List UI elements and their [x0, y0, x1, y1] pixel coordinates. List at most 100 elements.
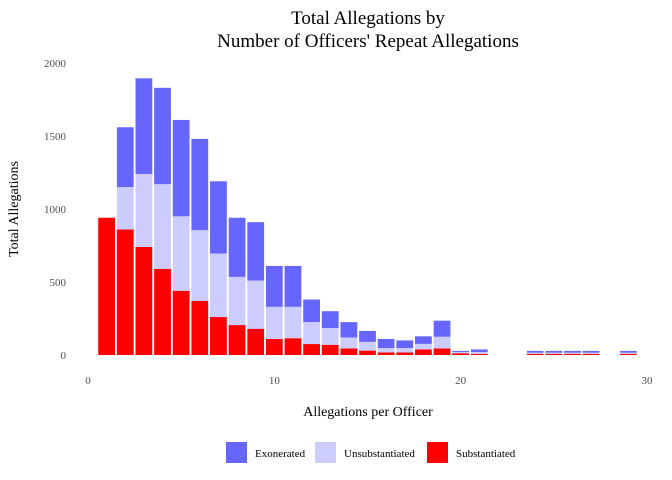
bar-exonerated-17: [396, 340, 414, 348]
bar-unsubstantiated-21: [470, 352, 488, 354]
bar-unsubstantiated-29: [619, 352, 637, 354]
bar-substantiated-26: [564, 353, 581, 355]
bar-substantiated-17: [396, 352, 414, 355]
bar-exonerated-6: [191, 138, 209, 231]
y-axis-ticks: 0 500 1000 1500 2000: [44, 58, 67, 362]
bar-unsubstantiated-20: [452, 352, 470, 354]
bar-unsubstantiated-7: [210, 253, 227, 318]
bar-substantiated-9: [247, 328, 265, 355]
legend-swatch-exonerated: [226, 442, 247, 463]
bar-substantiated-14: [340, 348, 358, 355]
y-axis-label: Total Allegations: [7, 161, 22, 257]
bar-exonerated-10: [265, 265, 283, 307]
bar-exonerated-9: [247, 222, 265, 281]
x-tick-label: 20: [455, 375, 467, 387]
bar-substantiated-7: [210, 317, 227, 355]
bar-unsubstantiated-14: [340, 337, 358, 349]
bar-exonerated-16: [377, 338, 395, 348]
bar-exonerated-27: [582, 350, 600, 353]
bar-unsubstantiated-3: [135, 173, 153, 247]
bar-exonerated-5: [172, 119, 190, 217]
bar-unsubstantiated-6: [191, 230, 209, 301]
bar-substantiated-13: [321, 344, 339, 355]
bar-substantiated-11: [284, 338, 302, 355]
bar-unsubstantiated-19: [433, 336, 451, 349]
bar-unsubstantiated-27: [582, 352, 600, 354]
bar-substantiated-12: [303, 344, 320, 355]
bar-exonerated-14: [340, 322, 358, 338]
bar-exonerated-11: [284, 265, 302, 307]
y-tick-label: 0: [61, 350, 67, 362]
legend-label-unsubstantiated: Unsubstantiated: [344, 448, 415, 460]
bar-exonerated-29: [619, 350, 637, 353]
x-axis-label: Allegations per Officer: [303, 405, 433, 420]
bar-unsubstantiated-12: [303, 322, 320, 345]
bar-substantiated-18: [415, 349, 432, 355]
bar-exonerated-3: [135, 78, 153, 174]
bar-substantiated-4: [154, 268, 171, 355]
bar-exonerated-24: [526, 350, 544, 353]
legend-swatch-unsubstantiated: [315, 442, 336, 463]
bar-unsubstantiated-17: [396, 347, 414, 353]
bar-unsubstantiated-11: [284, 306, 302, 339]
bar-substantiated-16: [377, 352, 395, 355]
bar-unsubstantiated-18: [415, 343, 432, 350]
bar-substantiated-29: [619, 353, 637, 355]
bar-unsubstantiated-5: [172, 216, 190, 291]
x-tick-label: 0: [85, 375, 91, 387]
bar-exonerated-19: [433, 320, 451, 337]
bar-substantiated-2: [116, 229, 134, 355]
bar-exonerated-7: [210, 181, 227, 254]
bar-exonerated-2: [116, 127, 134, 188]
bar-substantiated-3: [135, 246, 153, 355]
bar-substantiated-6: [191, 300, 209, 355]
bar-substantiated-1: [98, 217, 116, 355]
bar-exonerated-21: [470, 349, 488, 353]
bar-exonerated-8: [228, 217, 246, 277]
bar-substantiated-5: [172, 290, 190, 355]
y-tick-label: 1500: [44, 131, 67, 143]
bar-substantiated-21: [470, 353, 488, 355]
legend-swatch-substantiated: [427, 442, 448, 463]
bar-exonerated-25: [545, 350, 563, 353]
bar-substantiated-10: [265, 338, 283, 355]
bar-exonerated-13: [321, 311, 339, 328]
bar-unsubstantiated-24: [526, 352, 544, 354]
y-tick-label: 2000: [44, 58, 67, 70]
bar-exonerated-12: [303, 299, 320, 323]
bar-substantiated-20: [452, 353, 470, 355]
bar-unsubstantiated-13: [321, 327, 339, 345]
y-tick-label: 1000: [44, 204, 67, 216]
x-tick-label: 10: [269, 375, 281, 387]
bar-substantiated-25: [545, 353, 563, 355]
bar-unsubstantiated-9: [247, 280, 265, 329]
chart-title-line-2: Number of Officers' Repeat Allegations: [217, 31, 519, 52]
y-tick-label: 500: [50, 277, 67, 289]
bar-exonerated-15: [359, 330, 376, 342]
bar-exonerated-20: [452, 350, 470, 353]
stacked-bars: [98, 78, 637, 355]
bar-substantiated-19: [433, 348, 451, 355]
bar-substantiated-24: [526, 353, 544, 355]
legend-label-substantiated: Substantiated: [456, 448, 516, 460]
bar-substantiated-8: [228, 325, 246, 355]
bar-unsubstantiated-26: [564, 352, 581, 354]
legend: Exonerated Unsubstantiated Substantiated: [226, 442, 516, 463]
bar-unsubstantiated-25: [545, 352, 563, 354]
chart-title-line-1: Total Allegations by: [291, 8, 445, 29]
bar-unsubstantiated-8: [228, 276, 246, 326]
bar-unsubstantiated-16: [377, 347, 395, 353]
bar-substantiated-27: [582, 353, 600, 355]
legend-label-exonerated: Exonerated: [255, 448, 306, 460]
bar-substantiated-15: [359, 350, 376, 355]
bar-unsubstantiated-15: [359, 341, 376, 351]
bar-unsubstantiated-2: [116, 187, 134, 230]
x-tick-label: 30: [642, 375, 654, 387]
bar-exonerated-18: [415, 336, 432, 344]
bar-unsubstantiated-4: [154, 184, 171, 269]
x-axis-ticks: 0 10 20 30: [85, 375, 653, 387]
bar-exonerated-26: [564, 350, 581, 353]
bar-unsubstantiated-10: [265, 306, 283, 339]
bar-exonerated-4: [154, 87, 171, 185]
